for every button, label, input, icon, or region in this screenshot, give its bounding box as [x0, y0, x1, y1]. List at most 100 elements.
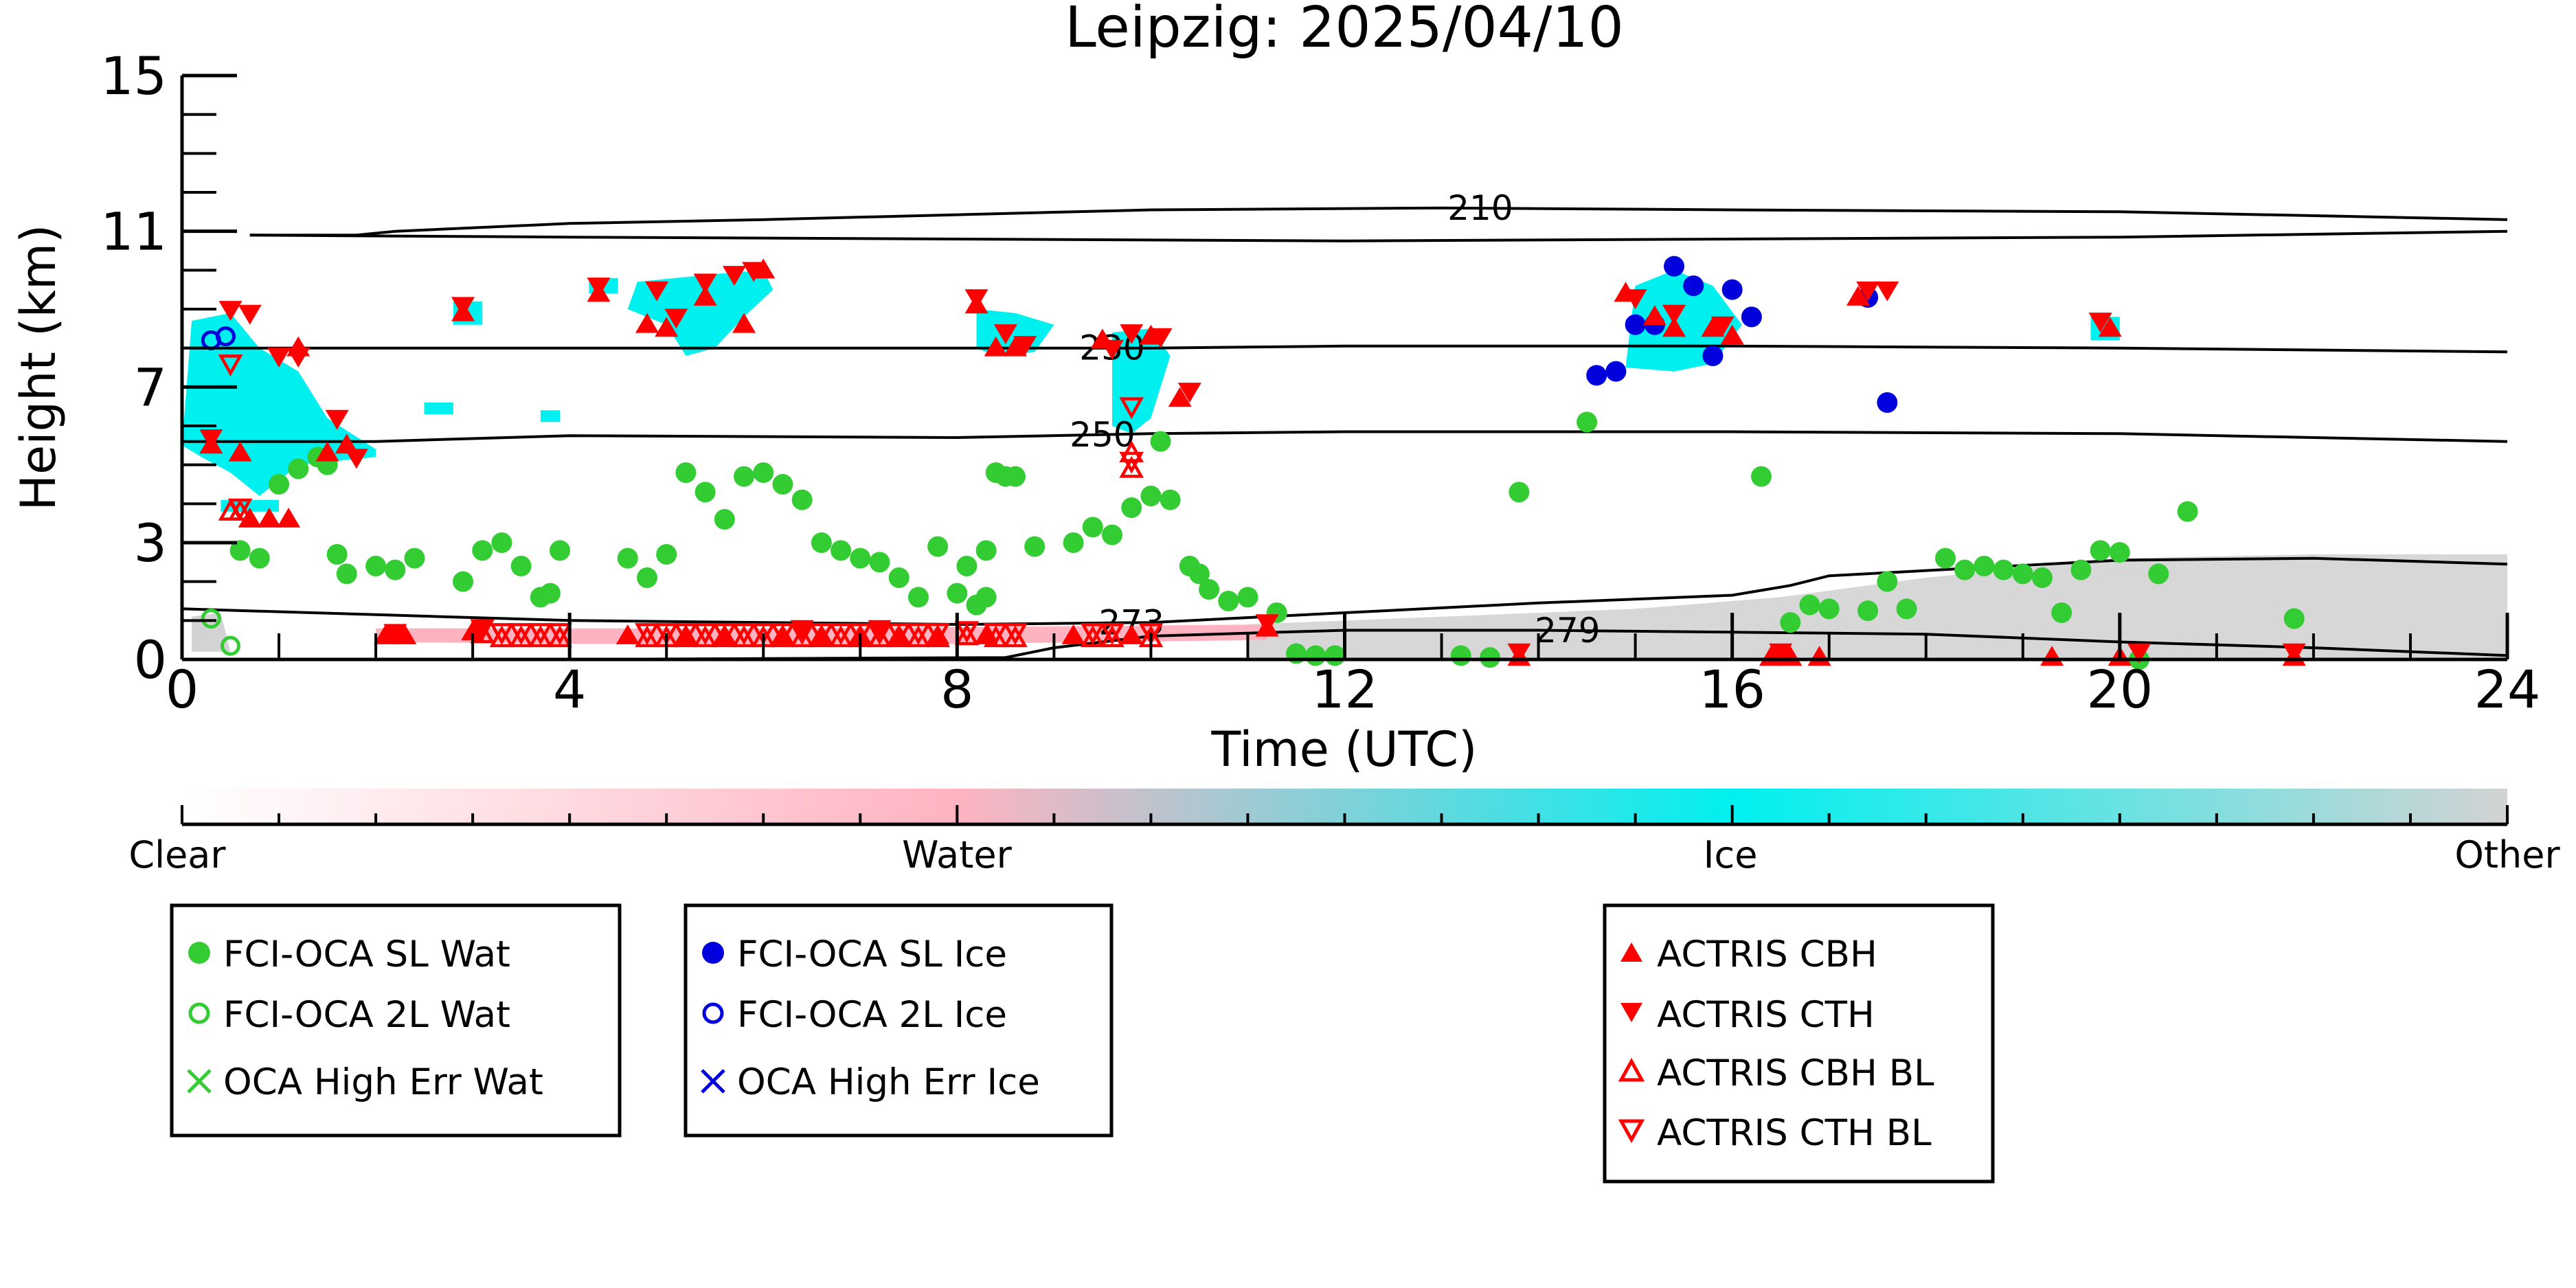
point-actris-cth — [199, 429, 223, 449]
legend-cth-bl-marker — [1618, 1119, 1645, 1144]
point-actris-cbh-bl — [732, 625, 756, 648]
legend-2l-ice-marker — [702, 1002, 724, 1024]
legend-water-frame — [170, 903, 622, 1138]
point-actris-cbh — [1168, 387, 1192, 407]
point-fci-oca-sl-wat — [869, 552, 890, 573]
point-fci-oca-sl-wat — [831, 540, 852, 561]
point-actris-cth-bl — [925, 623, 950, 645]
point-fci-oca-sl-wat — [1188, 563, 1210, 585]
point-fci-oca-sl-wat — [734, 466, 755, 487]
y-axis-label: Height (km) — [10, 225, 67, 511]
point-fci-oca-sl-wat — [550, 540, 571, 561]
point-fci-oca-sl-wat — [947, 583, 968, 604]
point-actris-cth-bl — [983, 623, 1008, 645]
point-fci-oca-sl-wat — [811, 532, 832, 553]
point-fci-oca-sl-wat — [453, 571, 474, 592]
x-tick-label: 12 — [1311, 659, 1378, 720]
legend-2l-ice-label: FCI-OCA 2L Ice — [737, 994, 1007, 1036]
y-tick-label: 15 — [100, 45, 167, 106]
legend-2l-wat-marker — [188, 1002, 210, 1024]
point-fci-oca-sl-wat — [975, 587, 997, 608]
point-fci-oca-sl-ice — [1741, 306, 1762, 328]
point-actris-cbh — [335, 433, 359, 454]
point-fci-oca-sl-wat — [365, 556, 387, 576]
point-fci-oca-sl-wat — [2283, 608, 2305, 629]
point-actris-cbh-bl — [508, 625, 534, 648]
point-fci-oca-sl-wat — [1954, 559, 1976, 580]
legend-actris-frame — [1603, 903, 1995, 1184]
point-actris-cth — [1875, 281, 1899, 302]
point-fci-oca-sl-wat — [1750, 466, 1772, 487]
point-fci-oca-sl-wat — [694, 482, 716, 503]
legend-cbh-bl-marker — [1618, 1057, 1645, 1082]
point-fci-oca-sl-wat — [850, 547, 871, 569]
point-actris-cbh-bl — [635, 625, 659, 648]
point-fci-oca-sl-wat — [2051, 602, 2072, 623]
point-actris-cbh-bl — [906, 625, 931, 648]
point-actris-cth — [742, 262, 766, 282]
point-actris-cbh — [635, 313, 659, 333]
point-actris-cth-bl — [489, 623, 515, 645]
point-actris-cbh — [461, 620, 485, 641]
point-actris-cth-bl — [906, 623, 931, 645]
point-fci-oca-sl-wat — [1004, 466, 1026, 487]
point-actris-cth — [1769, 643, 1793, 664]
y-tick-label: 0 — [134, 629, 167, 690]
ice-region — [182, 313, 376, 496]
point-actris-cbh — [1003, 336, 1027, 357]
point-fci-oca-sl-wat — [2012, 563, 2033, 585]
point-actris-cbh — [732, 313, 756, 333]
point-actris-cbh-bl — [983, 625, 1008, 648]
point-actris-cth — [238, 304, 262, 325]
legend-sl-wat-marker — [188, 942, 210, 964]
point-fci-oca-sl-wat — [1082, 517, 1103, 538]
point-fci-oca-sl-ice — [1586, 365, 1607, 386]
point-actris-cth — [1177, 383, 1201, 403]
point-actris-cth-bl — [547, 623, 572, 645]
legend-sl-ice-label: FCI-OCA SL Ice — [737, 934, 1007, 975]
point-actris-cth — [1255, 614, 1279, 635]
legend-ice-frame — [683, 903, 1114, 1138]
point-actris-cbh — [655, 317, 679, 337]
point-fci-oca-sl-wat — [1877, 571, 1898, 592]
ice-region — [540, 410, 561, 422]
colorbar-label-other: Other — [2454, 833, 2560, 877]
colorbar-ticks — [181, 805, 2509, 824]
legend-cbh-marker — [1620, 942, 1642, 962]
point-fci-oca-sl-wat — [975, 540, 997, 561]
point-fci-oca-sl-wat — [675, 462, 697, 483]
point-actris-cth — [1100, 339, 1124, 360]
contour-label-250: 250 — [1070, 415, 1135, 455]
x-tick-label: 20 — [2086, 659, 2153, 720]
point-fci-oca-sl-wat — [1450, 645, 1471, 666]
x-tick-label: 24 — [2474, 659, 2541, 720]
legend-2l-wat-label: FCI-OCA 2L Wat — [223, 994, 510, 1036]
legend-higherr-wat-marker — [187, 1069, 212, 1094]
point-fci-oca-sl-wat — [1818, 598, 1840, 620]
point-actris-cth — [1623, 289, 1647, 309]
point-actris-cbh — [1120, 624, 1144, 644]
point-fci-oca-sl-wat — [956, 556, 978, 576]
point-fci-oca-sl-wat — [336, 563, 357, 585]
point-fci-oca-sl-wat — [269, 474, 290, 495]
point-fci-oca-sl-wat — [1237, 587, 1258, 608]
point-actris-cbh-bl — [867, 625, 892, 648]
point-actris-cbh-bl — [925, 625, 950, 648]
point-actris-cbh — [374, 624, 398, 644]
x-axis-label: Time (UTC) — [1211, 721, 1478, 778]
point-actris-cbh-bl — [770, 625, 795, 648]
point-actris-cth — [344, 449, 368, 469]
point-actris-cth-bl — [1119, 397, 1144, 420]
point-fci-oca-sl-wat — [1121, 497, 1142, 518]
point-actris-cth-bl — [470, 619, 495, 642]
point-fci-oca-sl-wat — [907, 587, 929, 608]
point-fci-oca-sl-wat — [617, 547, 638, 569]
point-fci-oca-sl-wat — [637, 567, 657, 588]
point-actris-cth — [964, 289, 988, 309]
x-tick-label: 16 — [1699, 659, 1765, 720]
y-tick-label: 7 — [134, 357, 167, 418]
point-actris-cth-bl — [751, 623, 776, 645]
point-actris-cth — [645, 281, 669, 302]
point-actris-cth — [722, 266, 746, 286]
